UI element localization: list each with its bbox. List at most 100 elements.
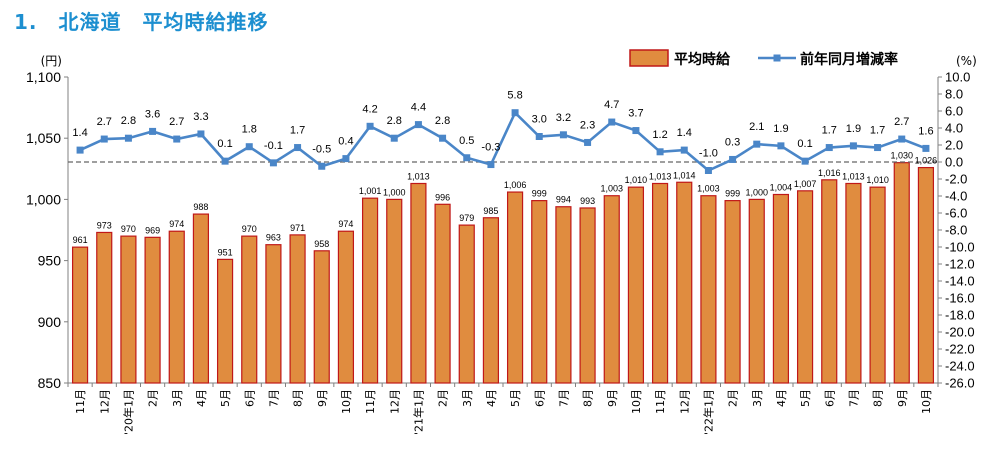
rate-value-label: -0.3 — [481, 142, 500, 154]
rate-marker — [874, 144, 882, 152]
bar — [772, 193, 790, 384]
bar-value-label: 1,026 — [915, 156, 938, 166]
bar — [845, 182, 862, 384]
bar — [361, 197, 379, 384]
bar-value-label: 985 — [483, 206, 498, 216]
x-tick-label: 3月 — [171, 389, 184, 407]
bar-value-label: 1,004 — [770, 183, 793, 193]
rate-value-label: -0.5 — [312, 143, 331, 155]
x-tick-label: 12月 — [388, 389, 401, 414]
bar — [531, 200, 548, 384]
rate-marker — [173, 135, 181, 143]
rate-marker — [342, 155, 350, 163]
bar-value-label: 1,001 — [359, 186, 382, 196]
legend-label-bars: 平均時給 — [674, 51, 731, 68]
bar-value-label: 999 — [725, 189, 740, 199]
rate-value-label: 0.4 — [338, 136, 353, 148]
rate-value-label: 3.0 — [532, 114, 547, 126]
bar — [579, 207, 596, 384]
rate-value-label: 1.4 — [72, 127, 87, 139]
y-left-tick-label: 1,000 — [26, 191, 61, 207]
rate-value-label: 3.3 — [193, 111, 208, 123]
rate-marker — [632, 127, 640, 135]
rate-value-label: 2.3 — [580, 119, 595, 131]
x-tick-label: 2月 — [727, 389, 740, 407]
bar-value-label: 979 — [459, 213, 474, 223]
bar-value-label: 999 — [532, 189, 547, 199]
rate-marker — [511, 109, 519, 117]
bar — [192, 213, 210, 384]
rate-marker — [76, 146, 84, 154]
x-tick-label: 5月 — [799, 389, 812, 407]
bar — [724, 200, 741, 384]
rate-value-label: 2.7 — [894, 116, 909, 128]
rate-line — [79, 110, 927, 173]
bar — [700, 195, 717, 384]
bar-value-label: 973 — [97, 220, 112, 230]
rate-marker — [777, 142, 785, 150]
y-left-tick-label: 850 — [38, 375, 62, 391]
x-tick-label: '22年1月 — [701, 389, 715, 435]
bar-value-label: 1,016 — [818, 168, 841, 178]
x-tick-label: 7月 — [267, 389, 280, 407]
bar — [313, 250, 330, 384]
x-tick-label: 11月 — [364, 389, 377, 414]
rate-marker — [584, 138, 592, 146]
x-tick-label: '20年1月 — [121, 389, 135, 435]
rate-value-label: 2.8 — [387, 115, 402, 127]
rate-value-label: 2.7 — [169, 116, 184, 128]
x-tick-label: 3月 — [461, 389, 474, 407]
rate-marker — [535, 133, 543, 140]
rate-value-label: 3.6 — [145, 108, 160, 120]
y-left-tick-label: 900 — [38, 314, 62, 330]
rate-value-label: 4.2 — [362, 103, 377, 115]
bar — [434, 203, 451, 384]
rate-marker — [439, 134, 447, 142]
rate-value-label: 0.1 — [797, 138, 812, 150]
rate-value-label: 1.6 — [918, 125, 933, 137]
y-right-tick-label: -24.0 — [945, 359, 975, 374]
bar-value-label: 993 — [580, 196, 595, 206]
bar — [506, 191, 524, 384]
rate-value-label: 1.8 — [242, 124, 257, 136]
x-tick-label: 4月 — [195, 389, 208, 407]
x-tick-label: 12月 — [678, 389, 691, 414]
bar — [917, 166, 935, 384]
bar-value-label: 1,013 — [842, 171, 865, 181]
rate-marker — [245, 143, 253, 151]
bar — [748, 198, 765, 384]
x-tick-label: 4月 — [485, 389, 498, 407]
bar — [893, 162, 910, 384]
rate-value-label: 4.4 — [411, 102, 426, 114]
bar — [168, 230, 185, 384]
x-tick-label: 7月 — [557, 389, 570, 407]
bar-value-label: 1,030 — [890, 151, 913, 161]
legend: 平均時給 前年同月増減率 — [629, 49, 898, 68]
rate-value-label: 1.9 — [773, 123, 788, 135]
rate-marker — [197, 130, 205, 138]
y-left-tick-label: 1,050 — [26, 130, 61, 146]
rate-marker — [825, 144, 833, 152]
y-left-unit: (円) — [41, 54, 62, 68]
rate-value-label: -1.0 — [699, 148, 718, 160]
rate-value-label: 1.7 — [822, 125, 837, 137]
bar-value-label: 1,006 — [504, 180, 527, 190]
rate-value-label: 2.7 — [97, 116, 112, 128]
bar-value-label: 958 — [314, 239, 329, 249]
bar — [337, 230, 355, 384]
bar — [482, 217, 500, 384]
x-tick-label: '21年1月 — [411, 389, 425, 435]
bar-value-label: 1,000 — [745, 187, 768, 197]
bar — [144, 236, 161, 384]
y-right-tick-label: -10.0 — [945, 240, 975, 255]
y-right-tick-label: 8.0 — [945, 87, 963, 102]
y-right-tick-label: 6.0 — [945, 104, 963, 119]
bar — [821, 179, 838, 384]
y-right-tick-label: -26.0 — [945, 376, 975, 391]
bar — [289, 234, 306, 384]
page-title: 1. 北海道 平均時給推移 — [14, 10, 269, 34]
rate-marker — [704, 167, 712, 174]
rate-marker — [318, 162, 326, 170]
rate-marker — [366, 122, 374, 130]
bar-value-label: 951 — [218, 247, 233, 257]
